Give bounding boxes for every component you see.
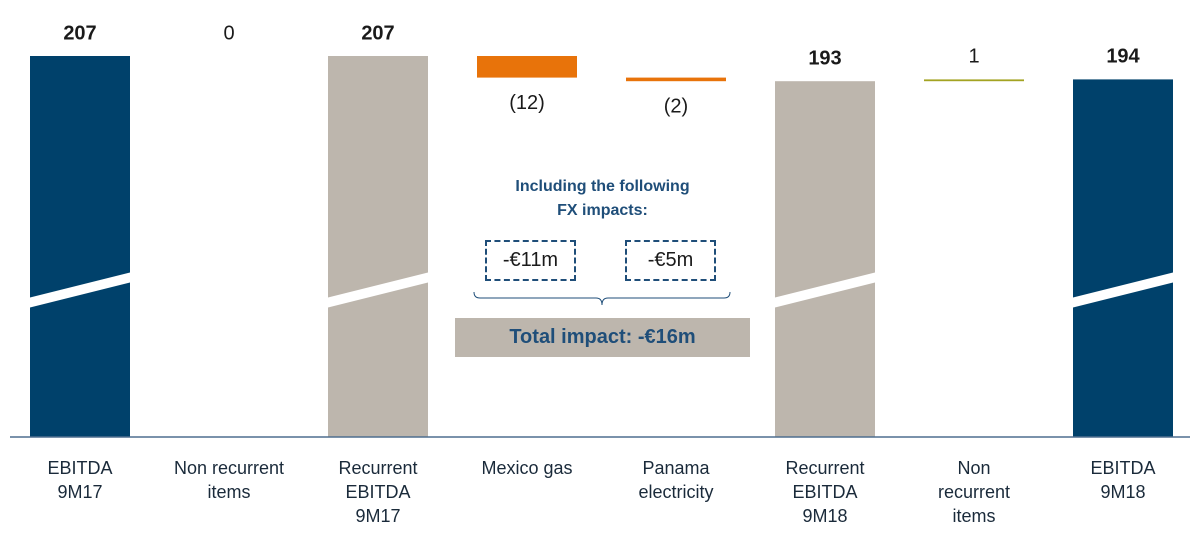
impact-box: -€5m bbox=[625, 240, 716, 281]
bar bbox=[30, 56, 130, 437]
axis-break bbox=[28, 272, 132, 308]
value-label: (12) bbox=[509, 92, 545, 114]
bar bbox=[1073, 79, 1173, 438]
value-label: 207 bbox=[63, 22, 96, 44]
impact-box: -€11m bbox=[485, 240, 576, 281]
category-label: EBITDA 9M18 bbox=[1090, 458, 1156, 502]
value-label: (2) bbox=[664, 95, 688, 117]
category-label: EBITDA 9M17 bbox=[47, 458, 113, 502]
axis-break bbox=[773, 272, 877, 308]
category-label: Panama electricity bbox=[638, 458, 714, 502]
category-label: Recurrent EBITDA 9M18 bbox=[785, 458, 865, 526]
bar bbox=[626, 77, 726, 82]
value-label: 194 bbox=[1106, 46, 1140, 68]
category-label: Recurrent EBITDA 9M17 bbox=[338, 458, 418, 526]
bar bbox=[477, 56, 577, 78]
bar bbox=[775, 81, 875, 437]
axis-break bbox=[1071, 272, 1175, 308]
category-label: Non recurrent items bbox=[937, 458, 1011, 526]
value-label: 1 bbox=[968, 46, 979, 68]
annotation-heading: Including the following FX impacts: bbox=[515, 178, 690, 219]
category-label: Non recurrent items bbox=[173, 458, 285, 502]
bar bbox=[328, 56, 428, 437]
value-label: 0 bbox=[223, 22, 234, 44]
value-label: 193 bbox=[808, 47, 841, 69]
category-label: Mexico gas bbox=[481, 458, 573, 478]
axis-break bbox=[326, 272, 430, 308]
total-impact: Total impact: -€16m bbox=[455, 318, 750, 357]
brace bbox=[473, 291, 731, 306]
bar bbox=[924, 79, 1024, 82]
value-label: 207 bbox=[361, 22, 394, 44]
